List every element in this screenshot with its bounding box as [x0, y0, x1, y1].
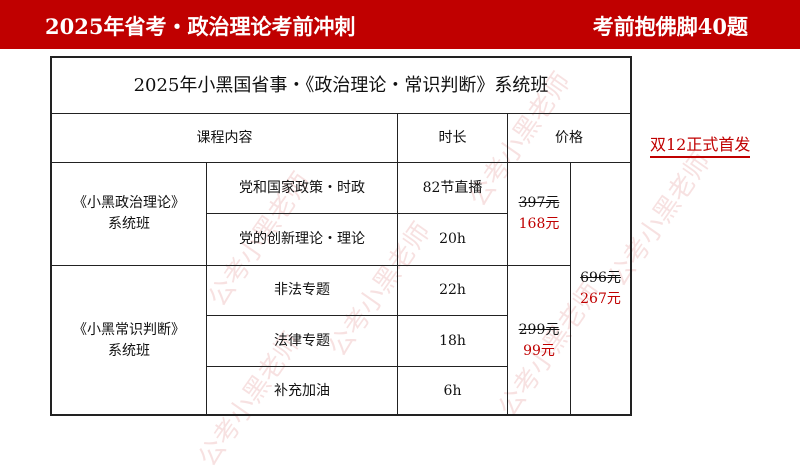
price-politics: 397元 168元	[507, 162, 571, 266]
sale-price: 168元	[518, 216, 560, 232]
duration-cell: 82节直播	[397, 162, 508, 214]
group-politics: 《小黑政治理论》 系统班	[51, 162, 207, 266]
topic-cell: 党和国家政策・时政	[206, 162, 398, 214]
duration-cell: 20h	[397, 213, 508, 266]
original-price: 397元	[518, 195, 560, 211]
price-common-sense: 299元 99元	[507, 265, 571, 416]
topic-cell: 党的创新理论・理论	[206, 213, 398, 266]
bundle-price: 696元 267元	[570, 162, 631, 416]
bundle-sale-price: 267元	[580, 291, 621, 307]
banner-title: 2025年省考・政治理论考前冲刺	[45, 14, 356, 39]
header-duration: 时长	[397, 113, 508, 163]
topic-cell: 补充加油	[206, 366, 398, 416]
group-name: 《小黑常识判断》	[73, 321, 185, 338]
sale-price: 99元	[523, 342, 555, 359]
header-content: 课程内容	[51, 113, 398, 163]
duration-cell: 18h	[397, 315, 508, 367]
table-title: 2025年小黑国省事・《政治理论・常识判断》系统班	[51, 57, 631, 114]
duration-cell: 22h	[397, 265, 508, 316]
group-sub: 系统班	[108, 216, 150, 232]
duration-cell: 6h	[397, 366, 508, 416]
topic-cell: 法律专题	[206, 315, 398, 367]
header-price: 价格	[507, 113, 631, 163]
bundle-original-price: 696元	[580, 270, 621, 286]
topic-cell: 非法专题	[206, 265, 398, 316]
top-banner: 2025年省考・政治理论考前冲刺 考前抱佛脚40题	[0, 0, 800, 49]
promo-label: 双12正式首发	[650, 131, 751, 158]
group-sub: 系统班	[108, 342, 150, 359]
group-name: 《小黑政治理论》	[73, 195, 185, 211]
original-price: 299元	[518, 321, 560, 338]
group-common-sense: 《小黑常识判断》 系统班	[51, 265, 207, 416]
banner-subtitle: 考前抱佛脚40题	[592, 14, 748, 39]
